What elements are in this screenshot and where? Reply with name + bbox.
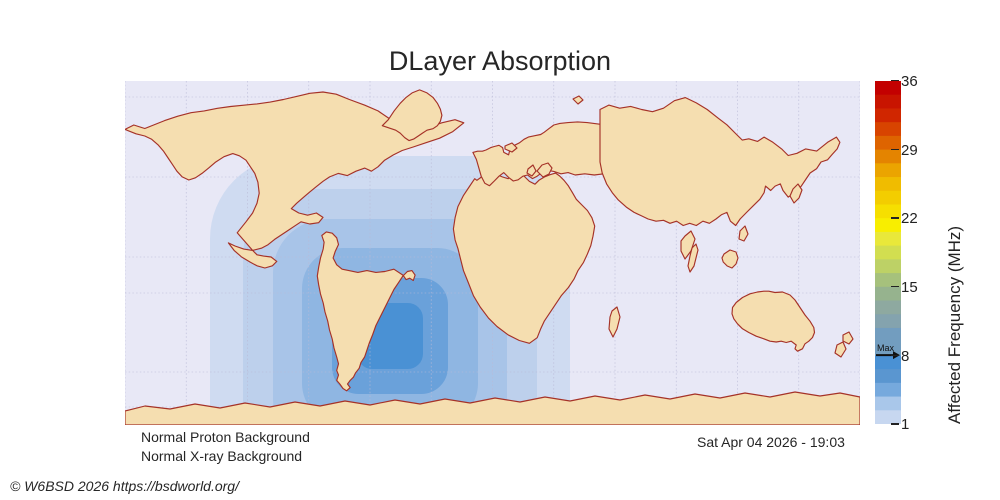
svg-text:Max: Max [877,343,895,353]
